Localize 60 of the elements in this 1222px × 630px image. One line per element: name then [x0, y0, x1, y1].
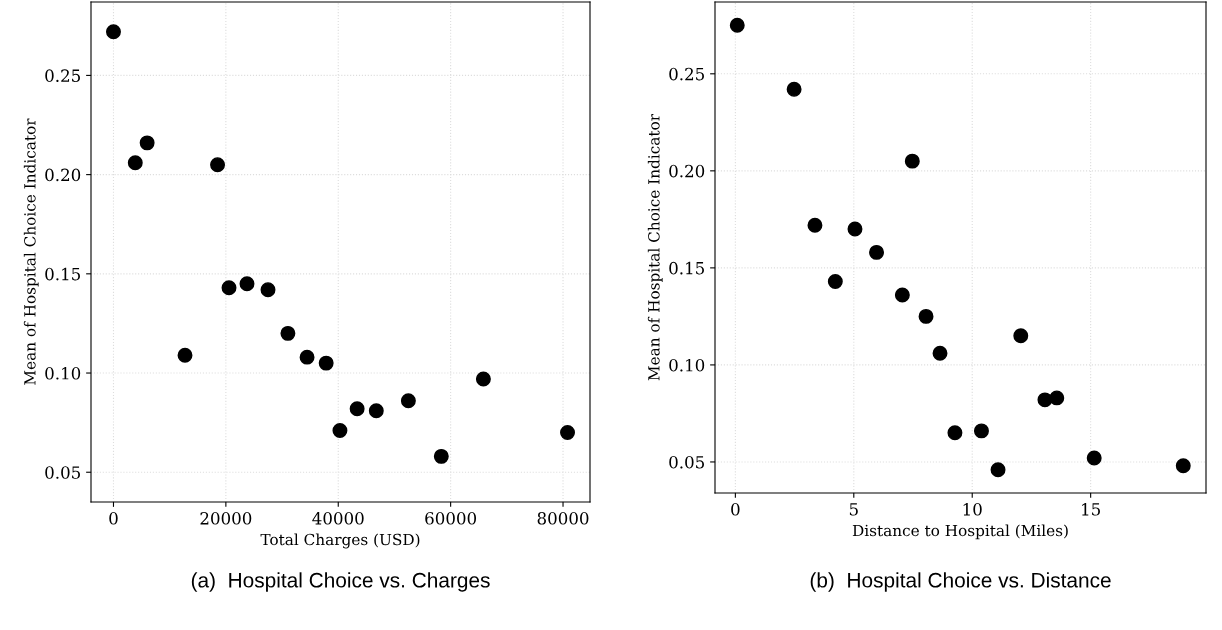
point	[1086, 450, 1102, 466]
x-tick-label: 0	[109, 512, 118, 525]
x-axis-title: Distance to Hospital (Miles)	[852, 524, 1068, 540]
point	[139, 135, 155, 151]
text: (b) Hospital Choice vs. Distance	[810, 572, 1111, 592]
point	[729, 17, 745, 33]
point	[127, 155, 143, 171]
point	[318, 355, 334, 371]
point	[990, 462, 1006, 478]
x-tick-label: 10	[963, 503, 982, 516]
point	[299, 349, 315, 365]
point	[368, 403, 384, 419]
point	[847, 221, 863, 237]
y-tick-label: 0.20	[669, 164, 705, 178]
y-tick-label: 0.05	[45, 466, 80, 479]
x-tick-label: 20000	[200, 512, 252, 525]
point	[973, 423, 989, 439]
point	[947, 425, 963, 441]
y-axis-title: Mean of Hospital Choice Indicator	[23, 118, 39, 385]
x-tick-label: 5	[849, 503, 858, 516]
y-tick-label: 0.10	[45, 366, 81, 380]
point	[177, 347, 193, 363]
point	[1175, 458, 1191, 474]
point	[433, 448, 449, 464]
point	[210, 157, 226, 173]
point	[894, 287, 910, 303]
point	[827, 273, 843, 289]
point	[475, 371, 491, 387]
y-tick-label: 0.20	[45, 168, 81, 182]
text: (a) Hospital Choice vs. Charges	[191, 572, 490, 592]
x-tick-label: 0	[731, 503, 740, 516]
point	[918, 308, 934, 324]
y-tick-label: 0.25	[669, 67, 704, 81]
x-tick-label: 40000	[312, 512, 364, 525]
point	[260, 282, 276, 298]
point	[869, 244, 884, 260]
point	[221, 280, 237, 296]
point	[332, 423, 348, 439]
y-tick-label: 0.15	[45, 267, 80, 281]
point	[280, 325, 296, 341]
x-tick-label: 60000	[425, 512, 477, 525]
point	[1013, 328, 1029, 344]
x-tick-label: 15	[1082, 503, 1100, 516]
y-tick-label: 0.25	[45, 69, 80, 82]
point	[560, 425, 575, 441]
point	[807, 217, 823, 233]
y-axis-title: Mean of Hospital Choice Indicator	[647, 113, 663, 381]
point	[904, 153, 920, 169]
x-tick-label: 80000	[537, 512, 589, 525]
y-tick-label: 0.05	[669, 455, 704, 469]
point	[106, 24, 121, 40]
x-axis-title: Total Charges (USD)	[260, 533, 420, 549]
point	[1049, 390, 1065, 406]
point	[349, 401, 365, 417]
point	[400, 393, 416, 409]
point	[786, 81, 802, 97]
y-tick-label: 0.10	[669, 358, 705, 372]
y-tick-label: 0.15	[669, 261, 704, 275]
point	[239, 276, 255, 292]
point	[932, 345, 948, 361]
